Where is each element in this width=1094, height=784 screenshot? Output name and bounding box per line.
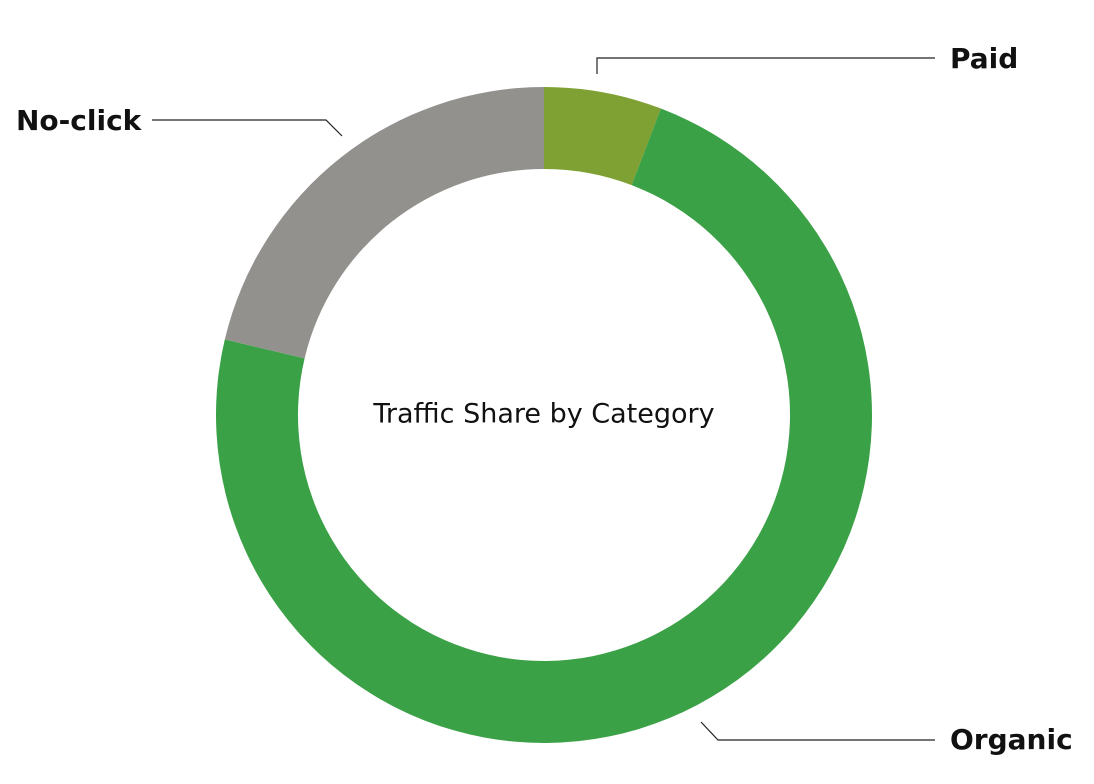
- slice-label-no-click: No-click: [16, 104, 143, 137]
- leader-lines-group: [152, 57, 935, 741]
- slice-label-organic: Organic: [950, 723, 1073, 756]
- slice-no-click: [224, 87, 545, 359]
- leader-line-paid: [596, 57, 935, 74]
- slice-labels-group: Paid Organic No-click: [16, 42, 1073, 756]
- slices-group: [216, 87, 873, 744]
- leader-line-no-click: [152, 119, 343, 137]
- leader-line-organic: [700, 721, 935, 741]
- chart-title: Traffic Share by Category: [372, 399, 714, 430]
- slice-label-paid: Paid: [950, 42, 1018, 75]
- slice-paid: [544, 87, 661, 186]
